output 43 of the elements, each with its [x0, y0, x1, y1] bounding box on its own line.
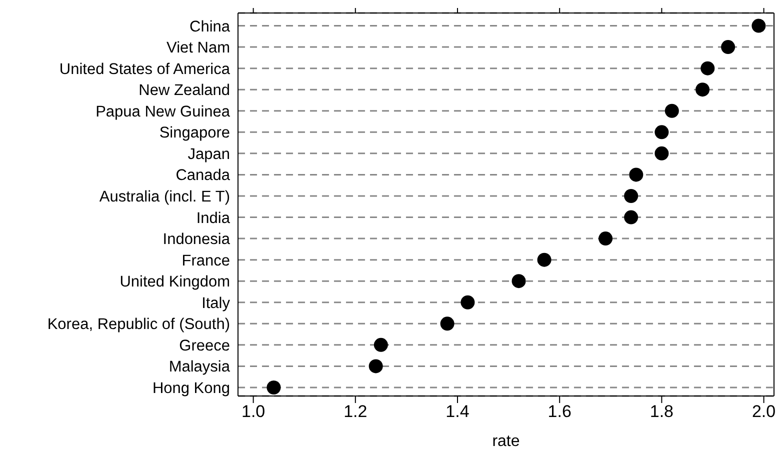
- point: [654, 125, 669, 140]
- y-tick-label: Hong Kong: [152, 380, 230, 397]
- y-tick-label: Korea, Republic of (South): [47, 316, 230, 334]
- point: [654, 146, 669, 160]
- y-tick-label: Indonesia: [162, 231, 230, 248]
- point: [537, 252, 552, 267]
- x-tick-label: 1.8: [650, 402, 674, 422]
- y-tick-label: New Zealand: [138, 82, 230, 100]
- point: [700, 61, 715, 76]
- y-tick-label: Canada: [176, 167, 230, 184]
- x-tick-label: 1.2: [344, 402, 368, 422]
- y-tick-label: France: [182, 252, 230, 270]
- point: [460, 295, 475, 310]
- point: [752, 18, 766, 33]
- y-tick-label: China: [190, 18, 230, 36]
- point: [598, 232, 613, 246]
- y-tick-label: Australia (incl. E T): [99, 188, 230, 206]
- y-tick-label: Malaysia: [168, 358, 230, 376]
- point: [721, 40, 736, 54]
- y-tick-label: Viet Nam: [166, 40, 230, 57]
- point: [624, 210, 638, 224]
- x-tick-label: 2.0: [752, 402, 776, 422]
- point: [629, 168, 644, 182]
- x-tick-label: 1.6: [548, 402, 572, 422]
- y-tick-label: Greece: [179, 337, 230, 354]
- x-axis-title: rate: [492, 433, 520, 450]
- y-tick-label: Japan: [188, 146, 230, 163]
- x-tick-label: 1.0: [241, 402, 266, 422]
- y-tick-label: India: [196, 210, 230, 227]
- y-tick-label: United States of America: [59, 60, 230, 78]
- point: [664, 104, 679, 118]
- y-tick-label: Papua New Guinea: [96, 103, 230, 120]
- point: [374, 338, 388, 352]
- y-tick-label: United Kingdom: [120, 274, 230, 291]
- y-tick-label: Singapore: [159, 124, 230, 142]
- point: [696, 82, 710, 97]
- point: [624, 188, 638, 203]
- point: [266, 380, 281, 394]
- y-tick-label: Italy: [202, 294, 230, 312]
- x-tick-label: 1.4: [446, 402, 470, 422]
- point: [512, 274, 526, 288]
- point: [440, 316, 454, 331]
- point: [368, 359, 383, 374]
